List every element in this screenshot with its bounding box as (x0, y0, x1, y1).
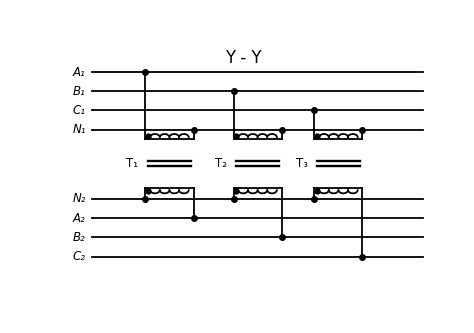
Text: N₂: N₂ (73, 192, 86, 205)
Text: B₁: B₁ (73, 85, 86, 98)
Text: C₁: C₁ (73, 104, 86, 117)
Text: N₁: N₁ (73, 123, 86, 136)
Text: T₁: T₁ (127, 157, 138, 170)
Text: T₃: T₃ (295, 157, 308, 170)
Text: B₂: B₂ (73, 231, 86, 244)
Text: T₂: T₂ (215, 157, 227, 170)
Text: C₂: C₂ (73, 250, 86, 263)
Text: A₂: A₂ (73, 212, 86, 225)
Text: A₁: A₁ (73, 66, 86, 79)
Text: Y - Y: Y - Y (225, 49, 261, 67)
